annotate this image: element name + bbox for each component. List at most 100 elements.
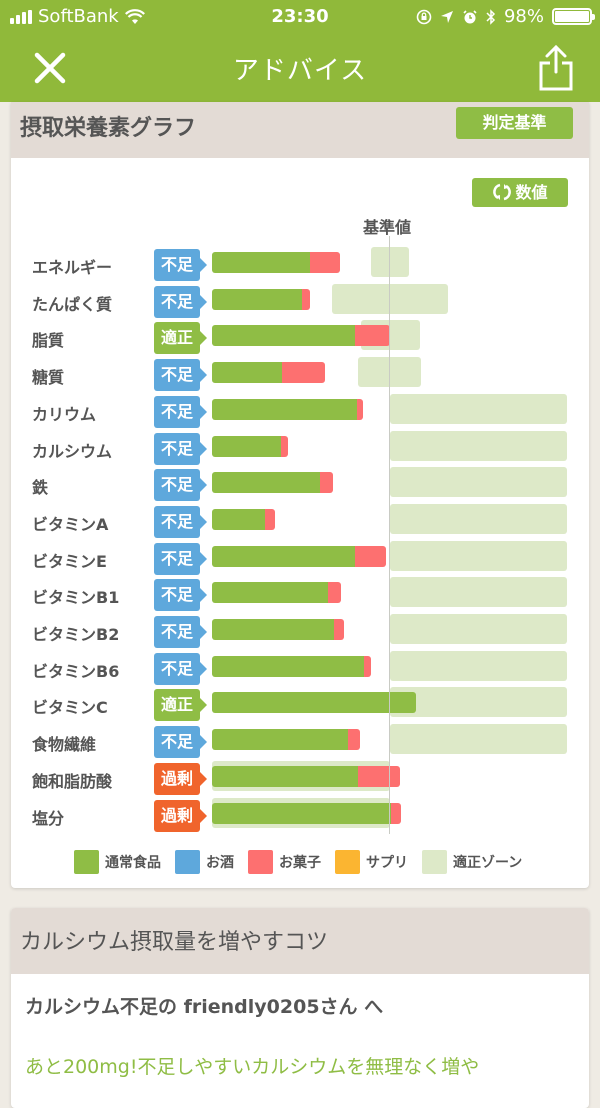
- nutrient-chart: 数値 基準値 エネルギー 不足 たんぱく質 不足 脂質 適正 糖質 不足 カリウム 不足 カルシウム…: [11, 158, 589, 878]
- intake-bar: [212, 508, 275, 530]
- bar-regular-food: [212, 582, 328, 604]
- nutrient-name: たんぱく質: [32, 294, 113, 314]
- wifi-icon: [124, 8, 145, 24]
- status-badge: 適正: [154, 322, 207, 355]
- tips-card: カルシウム摂取量を増やすコツ カルシウム不足の friendly0205さん へ…: [11, 908, 589, 1108]
- tips-greeting: カルシウム不足の friendly0205さん へ: [25, 996, 384, 1018]
- intake-bar: [212, 692, 416, 714]
- bar-regular-food: [212, 472, 320, 494]
- legend-label: お酒: [206, 855, 234, 871]
- bar-snacks: [302, 288, 310, 310]
- legend-item: サプリ: [335, 850, 408, 874]
- bar-regular-food: [212, 545, 355, 567]
- nutrient-row: ビタミンC 適正: [11, 687, 589, 723]
- nutrient-row: 飽和脂肪酸 過剰: [11, 760, 589, 797]
- nutrient-name: 食物繊維: [32, 735, 97, 755]
- status-badge: 不足: [154, 505, 207, 538]
- criteria-button[interactable]: 判定基準: [456, 107, 573, 139]
- legend-swatch: [335, 850, 360, 874]
- intake-bar: [212, 619, 344, 640]
- optimal-zone: [390, 650, 567, 681]
- status-badge: 不足: [154, 579, 207, 612]
- share-icon[interactable]: [536, 44, 576, 92]
- nutrient-name: ビタミンB2: [32, 625, 120, 644]
- nutrient-name: エネルギー: [32, 258, 113, 277]
- rotation-lock-icon: [416, 9, 432, 24]
- nutrient-row: ビタミンA 不足: [11, 503, 589, 540]
- reference-line: [389, 236, 390, 834]
- intake-bar: [212, 435, 288, 457]
- bar-regular-food: [212, 252, 310, 273]
- nutrient-row: ビタミンB2 不足: [11, 614, 589, 650]
- nutrient-name: 糖質: [32, 368, 65, 388]
- nutrient-row: たんぱく質 不足: [11, 283, 589, 320]
- bar-snacks: [348, 729, 360, 751]
- bar-regular-food: [212, 398, 357, 420]
- graph-title: 摂取栄養素グラフ: [20, 116, 197, 141]
- legend-label: 適正ゾーン: [453, 855, 523, 871]
- nutrient-row: カリウム 不足: [11, 393, 589, 430]
- bar-snacks: [364, 655, 371, 677]
- legend-item: 適正ゾーン: [422, 850, 522, 874]
- optimal-zone: [390, 687, 567, 718]
- bar-regular-food: [212, 619, 334, 640]
- legend-swatch: [175, 850, 200, 874]
- status-badge: 不足: [154, 652, 207, 685]
- bar-regular-food: [212, 655, 364, 677]
- bar-snacks: [320, 472, 333, 494]
- status-badge: 不足: [154, 432, 207, 465]
- bar-regular-food: [212, 692, 416, 714]
- bar-regular-food: [212, 288, 302, 310]
- nutrient-name: ビタミンE: [32, 551, 107, 571]
- legend-label: 通常食品: [105, 855, 161, 871]
- nutrient-row: ビタミンB1 不足: [11, 577, 589, 613]
- legend-swatch: [74, 850, 99, 874]
- graph-card-header: 摂取栄養素グラフ 判定基準: [11, 102, 589, 158]
- nutrient-row: 糖質 不足: [11, 357, 589, 393]
- status-badge: 不足: [154, 726, 207, 759]
- bar-regular-food: [212, 802, 391, 824]
- intake-bar: [212, 765, 400, 787]
- status-badge: 適正: [154, 689, 207, 722]
- nutrient-name: 鉄: [32, 478, 49, 498]
- refresh-icon: [493, 183, 512, 201]
- nutrient-name: 脂質: [32, 331, 65, 351]
- value-toggle-button[interactable]: 数値: [472, 178, 568, 207]
- optimal-zone: [390, 724, 567, 755]
- nutrient-row: 脂質 適正: [11, 320, 589, 356]
- bar-snacks: [357, 398, 363, 420]
- nutrient-name: カルシウム: [32, 441, 113, 461]
- nutrient-name: 飽和脂肪酸: [32, 771, 113, 791]
- optimal-zone: [390, 393, 567, 424]
- bar-snacks: [358, 765, 400, 787]
- status-badge: 過剰: [154, 799, 207, 832]
- nutrient-graph-card: 摂取栄養素グラフ 判定基準 数値 基準値 エネルギー 不足 たんぱく質 不足 脂質 適正糖…: [11, 102, 589, 888]
- status-badge: 不足: [154, 542, 207, 575]
- optimal-zone: [390, 467, 567, 498]
- bar-regular-food: [212, 362, 282, 384]
- tips-card-header: カルシウム摂取量を増やすコツ: [11, 908, 589, 974]
- bar-snacks: [391, 802, 401, 824]
- nutrient-name: ビタミンA: [32, 514, 109, 534]
- tips-text: あと200mg!不足しやすいカルシウムを無理なく増や: [25, 1056, 480, 1078]
- carrier-label: SoftBank: [38, 6, 119, 27]
- status-badge: 不足: [154, 359, 207, 392]
- optimal-zone: [371, 247, 409, 277]
- intake-bar: [212, 582, 341, 604]
- signal-icon: [10, 9, 32, 24]
- nutrient-row: カルシウム 不足: [11, 430, 589, 467]
- bar-snacks: [265, 508, 275, 530]
- intake-bar: [212, 252, 340, 273]
- close-icon[interactable]: [32, 50, 68, 86]
- status-badge: 不足: [154, 469, 207, 502]
- bar-regular-food: [212, 729, 348, 751]
- nutrient-row: エネルギー 不足: [11, 247, 589, 283]
- optimal-zone: [390, 540, 567, 571]
- nutrient-name: ビタミンB6: [32, 661, 120, 681]
- optimal-zone: [390, 577, 567, 608]
- bar-snacks: [310, 252, 340, 273]
- bar-snacks: [355, 325, 390, 347]
- optimal-zone: [390, 614, 567, 644]
- intake-bar: [212, 362, 325, 384]
- location-icon: [440, 10, 453, 23]
